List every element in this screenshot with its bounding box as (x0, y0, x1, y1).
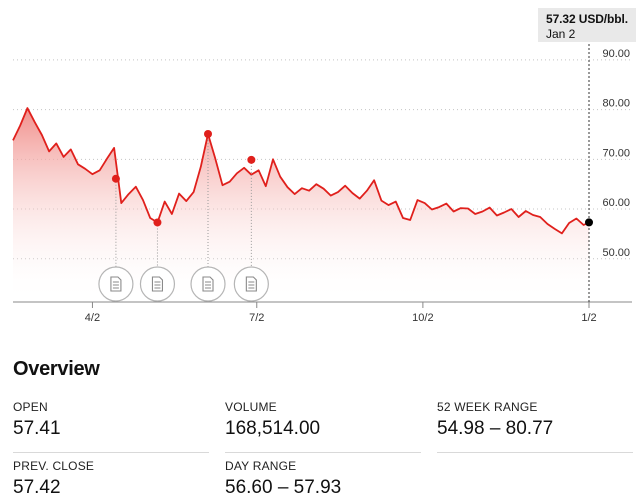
price-chart-panel: 90.00 80.00 70.00 60.00 50.00 4/2 7/2 10/2 1/2 5… (0, 0, 644, 330)
y-tick-label: 90.00 (602, 48, 630, 60)
stat-52-week-range: 52 WEEK RANGE 54.98 – 80.77 (437, 400, 633, 440)
stat-52-week-range-value: 54.98 – 80.77 (437, 418, 554, 439)
stat-open-value: 57.41 (13, 418, 61, 439)
tooltip-date: Jan 2 (546, 27, 576, 41)
tooltip-price: 57.32 USD/bbl. (546, 12, 628, 26)
y-tick-label: 70.00 (602, 147, 630, 159)
stat-divider (437, 452, 633, 463)
price-tooltip: 57.32 USD/bbl. Jan 2 (538, 8, 636, 42)
x-tick-label: 10/2 (412, 312, 433, 324)
stat-open-label: OPEN (13, 400, 48, 414)
event-marker[interactable] (111, 174, 120, 183)
event-marker[interactable] (247, 155, 256, 164)
x-tick-label: 1/2 (581, 312, 596, 324)
stat-prev-close: PREV. CLOSE 57.42 (13, 452, 209, 499)
stat-day-range-value: 56.60 – 57.93 (225, 477, 342, 498)
stat-52-week-range-label: 52 WEEK RANGE (437, 400, 538, 414)
y-tick-label: 60.00 (602, 197, 630, 209)
stat-volume: VOLUME 168,514.00 (225, 400, 421, 440)
stat-day-range-label: DAY RANGE (225, 459, 297, 473)
price-line (12, 107, 590, 235)
news-document-icon[interactable] (190, 266, 226, 302)
x-tick-label: 7/2 (249, 312, 264, 324)
price-chart[interactable]: 90.00 80.00 70.00 60.00 50.00 4/2 7/2 10/2 1/2 (0, 0, 644, 330)
stat-prev-close-label: PREV. CLOSE (13, 459, 95, 473)
overview-heading: Overview (13, 358, 100, 380)
news-document-icon[interactable] (139, 266, 176, 302)
event-marker[interactable] (204, 129, 213, 138)
current-price-marker (585, 218, 593, 227)
stat-prev-close-value: 57.42 (13, 477, 61, 498)
stat-open: OPEN 57.41 (13, 400, 209, 440)
event-marker[interactable] (153, 218, 162, 227)
y-tick-label: 50.00 (602, 247, 630, 259)
stat-volume-value: 168,514.00 (225, 418, 321, 439)
stat-volume-label: VOLUME (225, 400, 277, 414)
price-area-fill (13, 108, 589, 302)
y-tick-label: 80.00 (602, 98, 630, 110)
stat-day-range: DAY RANGE 56.60 – 57.93 (225, 452, 421, 499)
x-tick-label: 4/2 (85, 312, 100, 324)
news-document-icon[interactable] (98, 266, 134, 302)
news-document-icon[interactable] (233, 266, 269, 302)
